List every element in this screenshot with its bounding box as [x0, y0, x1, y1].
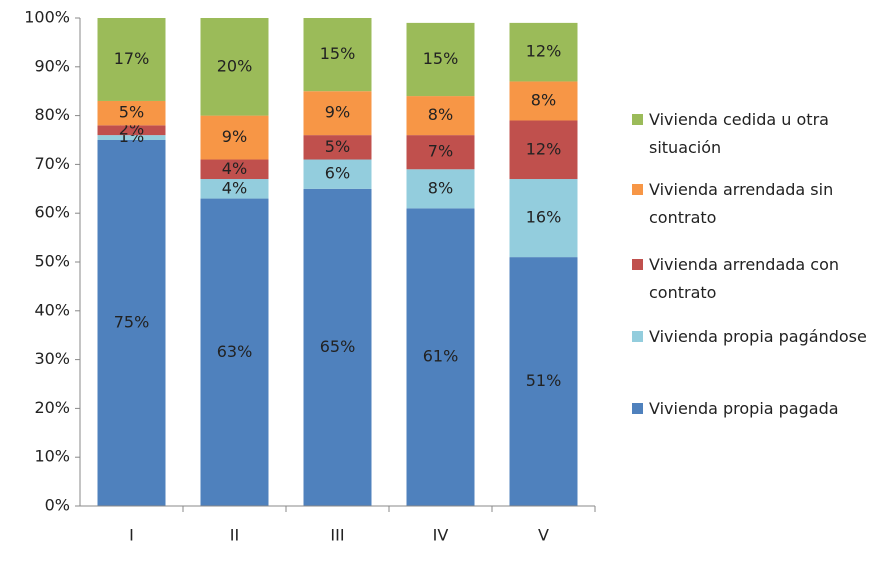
legend-item: Vivienda arrendada sin contrato: [632, 176, 890, 232]
bar-segment: [509, 179, 578, 258]
y-tick-label: 70%: [34, 154, 70, 173]
y-tick-label: 30%: [34, 349, 70, 368]
bar-segment: [200, 115, 269, 160]
legend-swatch: [632, 403, 643, 414]
data-label: 16%: [526, 208, 562, 227]
x-tick-label: II: [230, 526, 239, 545]
y-tick-label: 50%: [34, 252, 70, 271]
data-label: 65%: [320, 337, 356, 356]
bar-segment: [200, 198, 269, 506]
bar-segment: [97, 135, 166, 140]
data-label: 4%: [222, 159, 247, 178]
bar-segment: [509, 81, 578, 121]
y-tick-label: 20%: [34, 398, 70, 417]
legend-item: Vivienda arrendada con contrato: [632, 251, 890, 307]
legend-label: Vivienda arrendada con contrato: [649, 255, 840, 302]
bar-segment: [97, 140, 166, 506]
data-label: 9%: [325, 103, 350, 122]
bar-segment: [509, 22, 578, 82]
bar-segment: [303, 188, 372, 507]
data-label: 7%: [428, 142, 453, 161]
data-label: 63%: [217, 342, 253, 361]
data-label: 12%: [526, 139, 562, 158]
legend-swatch: [632, 184, 643, 195]
bar-segment: [97, 125, 166, 136]
data-label: 51%: [526, 371, 562, 390]
bar-segment: [200, 179, 269, 199]
legend-label: Vivienda cedida u otra situación: [649, 110, 829, 157]
data-label: 12%: [526, 42, 562, 61]
bar-segment: [406, 208, 475, 506]
bar-segment: [406, 135, 475, 170]
y-tick-label: 0%: [45, 496, 70, 515]
bar-segment: [303, 18, 372, 92]
y-tick-label: 80%: [34, 105, 70, 124]
data-label: 15%: [423, 49, 459, 68]
data-label: 8%: [428, 105, 453, 124]
bar-segment: [303, 91, 372, 136]
data-label: 61%: [423, 347, 459, 366]
bar-segment: [509, 257, 578, 506]
y-tick-label: 10%: [34, 447, 70, 466]
bar-segment: [303, 159, 372, 189]
legend-swatch: [632, 114, 643, 125]
y-tick-label: 90%: [34, 56, 70, 75]
legend-item: Vivienda cedida u otra situación: [632, 106, 890, 162]
bar-segment: [303, 135, 372, 160]
x-tick-label: III: [330, 526, 344, 545]
data-label: 17%: [114, 49, 150, 68]
data-label: 5%: [325, 137, 350, 156]
legend-item: Vivienda propia pagándose: [632, 323, 890, 351]
bar-segment: [406, 169, 475, 209]
bar-segment: [406, 22, 475, 97]
bar-segment: [97, 18, 166, 101]
bar-segment: [509, 120, 578, 180]
legend-swatch: [632, 259, 643, 270]
y-tick-label: 100%: [24, 8, 70, 27]
bar-segment: [97, 100, 166, 126]
y-tick-label: 40%: [34, 300, 70, 319]
data-label: 5%: [119, 103, 144, 122]
legend-label: Vivienda propia pagándose: [649, 327, 867, 346]
bar-segment: [406, 96, 475, 136]
x-tick-label: I: [129, 526, 134, 545]
legend-label: Vivienda arrendada sin contrato: [649, 180, 834, 227]
data-label: 15%: [320, 44, 356, 63]
y-tick-label: 60%: [34, 203, 70, 222]
legend-label: Vivienda propia pagada: [649, 399, 839, 418]
bar-segment: [200, 18, 269, 116]
x-tick-label: V: [538, 526, 549, 545]
data-label: 4%: [222, 178, 247, 197]
bar-segment: [200, 159, 269, 180]
data-label: 6%: [325, 164, 350, 183]
data-label: 20%: [217, 56, 253, 75]
data-label: 9%: [222, 127, 247, 146]
legend-swatch: [632, 331, 643, 342]
x-tick-label: IV: [433, 526, 449, 545]
legend-item: Vivienda propia pagada: [632, 395, 890, 423]
data-label: 8%: [531, 90, 556, 109]
data-label: 8%: [428, 178, 453, 197]
data-label: 75%: [114, 313, 150, 332]
